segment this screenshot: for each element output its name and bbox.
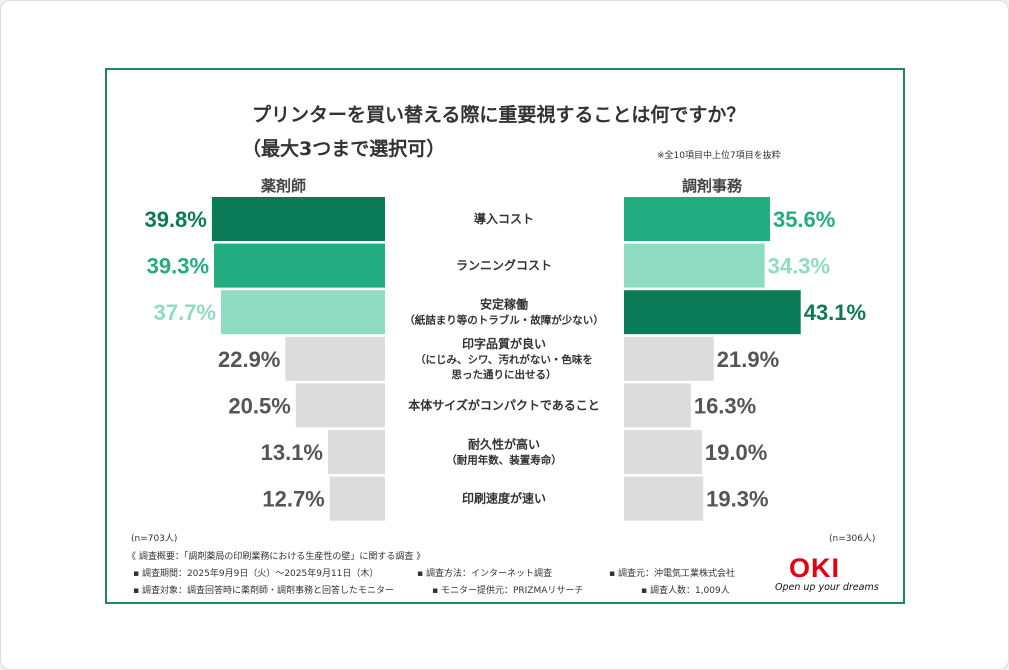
n-pharmacist: (n=703人) [131, 534, 178, 544]
value-label-pharmacist: 39.3% [147, 254, 209, 279]
category-label: 安定稼働 [480, 297, 528, 312]
bar-clerk [624, 476, 704, 521]
category-label: （耐用年数、装置寿命） [446, 454, 562, 467]
oki-logo: OKI [789, 553, 841, 583]
chart-subtitle: （最大3つまで選択可） [242, 138, 446, 160]
survey-count: ▪ 調査人数：1,009人 [641, 586, 730, 596]
bar-pharmacist [295, 383, 385, 428]
series-label-pharmacist: 薬剤師 [261, 177, 307, 195]
survey-summary: 《 調査概要：「調剤薬局の印刷業務における生産性の壁」に関する調査 》 [127, 552, 426, 562]
survey-provider: ▪ モニター提供元：PRIZMAリサーチ [432, 586, 584, 596]
value-label-pharmacist: 22.9% [218, 347, 280, 372]
bar-clerk [624, 336, 714, 381]
series-label-clerk: 調剤事務 [682, 177, 743, 195]
value-label-clerk: 35.6% [773, 207, 835, 232]
value-label-clerk: 21.9% [717, 347, 779, 372]
survey-source: ▪ 調査元：沖電気工業株式会社 [609, 569, 735, 579]
infographic-frame: プリンターを買い替える際に重要視することは何ですか？ （最大3つまで選択可） ※… [105, 68, 905, 604]
butterfly-chart: 39.8% 35.6% 導入コスト 39.3% 34.3% ランニングコスト 37.7% 43… [144, 197, 866, 521]
bar-pharmacist [329, 476, 385, 521]
value-label-clerk: 43.1% [804, 300, 866, 325]
oki-tagline: Open up your dreams [775, 582, 879, 593]
category-label: ランニングコスト [456, 258, 552, 273]
category-label: 思った通りに出せる） [452, 368, 557, 381]
value-label-pharmacist: 20.5% [228, 393, 290, 418]
category-label: （にじみ、シワ、汚れがない・色味を [415, 353, 593, 366]
bar-clerk [624, 243, 765, 288]
category-label: 導入コスト [474, 211, 534, 226]
bar-clerk [624, 290, 801, 335]
value-label-clerk: 19.0% [705, 440, 767, 465]
bar-clerk [624, 383, 691, 428]
value-label-clerk: 34.3% [768, 254, 830, 279]
bar-clerk [624, 197, 770, 241]
chart-note: ※全10項目中上位7項目を抜粋 [657, 151, 781, 161]
bar-pharmacist [211, 197, 385, 241]
value-label-clerk: 16.3% [694, 393, 756, 418]
survey-period: ▪ 調査期間：2025年9月9日（火）～2025年9月11日（木） [133, 569, 379, 579]
bar-pharmacist [285, 336, 385, 381]
bar-pharmacist [221, 290, 385, 335]
value-label-pharmacist: 13.1% [261, 440, 323, 465]
bar-pharmacist [328, 430, 385, 474]
value-label-pharmacist: 39.8% [144, 207, 206, 232]
survey-method: ▪ 調査方法：インターネット調査 [417, 569, 552, 579]
value-label-pharmacist: 12.7% [262, 487, 324, 512]
category-label: 印刷速度が速い [462, 491, 546, 506]
survey-target: ▪ 調査対象：調査回答時に薬剤師・調剤事務と回答したモニター [133, 586, 394, 596]
value-label-clerk: 19.3% [706, 487, 768, 512]
chart-title: プリンターを買い替える際に重要視することは何ですか？ [252, 104, 746, 126]
value-label-pharmacist: 37.7% [154, 300, 216, 325]
bar-clerk [624, 430, 702, 474]
n-clerk: (n=306人) [829, 534, 876, 544]
category-label: 印字品質が良い [462, 336, 546, 351]
category-label: 本体サイズがコンパクトであること [408, 397, 600, 412]
category-label: （紙詰まり等のトラブル・故障が少ない） [404, 314, 604, 327]
category-label: 耐久性が高い [468, 437, 540, 452]
bar-pharmacist [214, 243, 385, 288]
